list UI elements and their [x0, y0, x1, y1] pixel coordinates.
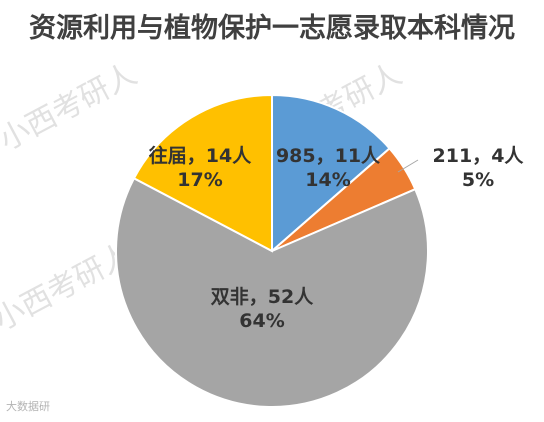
pie-slice-往届 [132, 93, 273, 253]
data-label-name-211: 211，4人 [433, 145, 525, 167]
chart-title: 资源利用与植物保护一志愿录取本科情况 [29, 13, 515, 44]
credit-watermark: 大数据研 [6, 400, 50, 413]
data-label-percent-双非: 64% [239, 310, 284, 332]
data-label-name-985: 985，11人 [276, 145, 381, 167]
pie-slice-双非 [115, 176, 429, 408]
data-label-name-往届: 往届，14人 [149, 144, 252, 167]
leader-line-211 [397, 159, 419, 173]
data-label-percent-往届: 17% [177, 169, 222, 191]
data-label-percent-985: 14% [305, 169, 350, 191]
pie-slice-985 [271, 93, 391, 254]
data-label-name-双非: 双非，52人 [211, 286, 314, 308]
data-label-percent-211: 5% [462, 169, 494, 191]
